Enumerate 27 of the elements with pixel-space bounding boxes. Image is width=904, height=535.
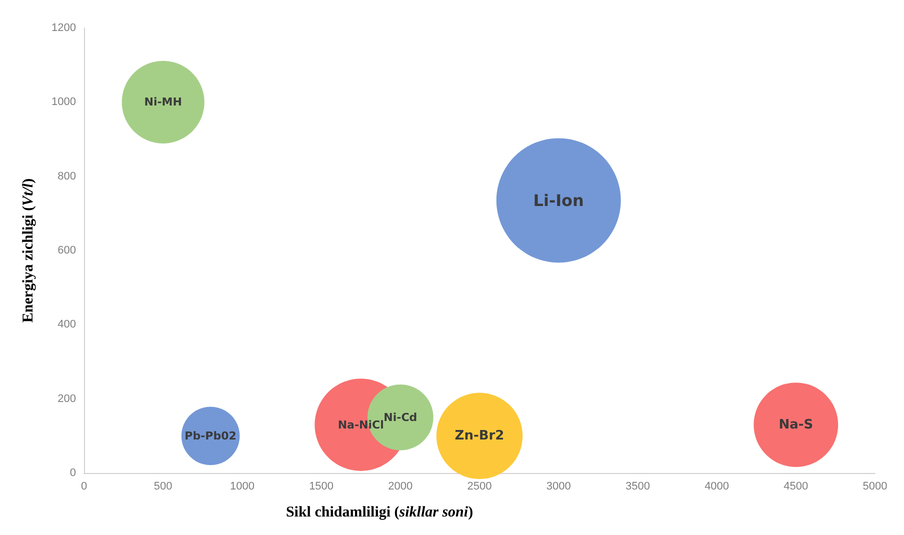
series-label: Zn-Br2 — [454, 428, 504, 444]
series-label: Pb-Pb02 — [184, 429, 236, 442]
series-label: Ni-Cd — [384, 410, 418, 424]
x-tick-label: 2000 — [388, 480, 413, 492]
y-axis-title: Energiya zichligi (Vt/l) — [20, 178, 36, 323]
x-tick-label: 0 — [80, 480, 88, 492]
y-tick-label: 600 — [58, 244, 76, 256]
x-axis-title: Sikl chidamliligi (sikllar soni) — [286, 504, 474, 520]
x-tick-label: 1000 — [230, 480, 254, 492]
x-tick-label: 4500 — [784, 480, 808, 492]
x-tick-label: 3000 — [546, 480, 571, 492]
x-tick-label: 3500 — [625, 480, 650, 492]
x-tick-label: 1500 — [309, 480, 334, 492]
series-label: Na-NiCl — [338, 418, 384, 432]
x-tick-label: 500 — [154, 480, 172, 492]
x-tick-label: 5000 — [862, 480, 888, 492]
y-tick-label: 1000 — [52, 96, 76, 108]
y-tick-label: 200 — [58, 392, 76, 405]
series-label: Li-Ion — [533, 190, 584, 210]
series-label: Ni-MH — [144, 96, 182, 109]
x-tick-label: 4000 — [704, 480, 730, 492]
y-tick-label: 400 — [58, 318, 76, 331]
y-tick-label: 1200 — [52, 22, 76, 34]
y-tick-label: 0 — [70, 467, 76, 479]
x-tick-label: 2500 — [467, 480, 492, 492]
series-label: Na-S — [778, 417, 814, 432]
y-tick-label: 800 — [58, 170, 76, 182]
